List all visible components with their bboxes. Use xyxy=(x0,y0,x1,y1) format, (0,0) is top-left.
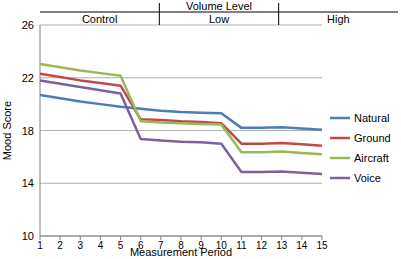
grid-line xyxy=(40,183,322,184)
y-tick-label: 18 xyxy=(22,125,34,137)
legend-label: Natural xyxy=(354,112,389,124)
legend-label: Ground xyxy=(354,132,391,144)
section-label: High xyxy=(327,13,350,25)
x-tick-label: 2 xyxy=(57,240,63,251)
x-axis-label: Measurement Period xyxy=(130,246,232,258)
section-divider xyxy=(159,3,160,25)
section-label: Control xyxy=(82,13,117,25)
series-line xyxy=(40,74,322,146)
legend-swatch xyxy=(330,157,350,160)
y-tick-label: 22 xyxy=(22,72,34,84)
plot-area xyxy=(40,64,322,174)
x-tick-label: 5 xyxy=(118,240,124,251)
section-label: Low xyxy=(209,13,229,25)
x-tick-label: 3 xyxy=(78,240,84,251)
x-tick-label: 15 xyxy=(316,240,328,251)
x-tick-label: 4 xyxy=(98,240,104,251)
y-tick-label: 26 xyxy=(22,19,34,31)
x-tick-label: 13 xyxy=(276,240,288,251)
legend-swatch xyxy=(330,117,350,120)
legend-label: Voice xyxy=(354,172,381,184)
section-divider xyxy=(278,3,279,25)
y-tick-label: 10 xyxy=(22,230,34,242)
x-tick-label: 1 xyxy=(37,240,43,251)
x-tick-label: 12 xyxy=(256,240,268,251)
grid-line xyxy=(40,130,322,131)
x-tick-label: 11 xyxy=(236,240,247,251)
series-line xyxy=(40,80,322,174)
legend-swatch xyxy=(330,137,350,140)
chart: 1014182226123456789101112131415Measureme… xyxy=(0,0,401,259)
x-tick-label: 14 xyxy=(296,240,308,251)
grid-line xyxy=(40,77,322,78)
legend-swatch xyxy=(330,177,350,180)
y-axis-label: Mood Score xyxy=(1,101,13,160)
title: Volume Level xyxy=(186,0,252,12)
y-tick-label: 14 xyxy=(22,177,34,189)
series-line xyxy=(40,95,322,130)
y-axis xyxy=(40,25,41,236)
legend-label: Aircraft xyxy=(354,152,389,164)
